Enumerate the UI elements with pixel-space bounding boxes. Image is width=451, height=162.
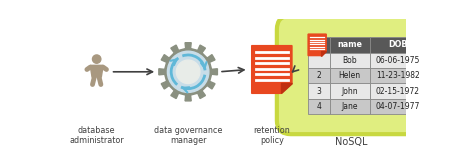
Bar xyxy=(330,52,370,68)
Text: 2: 2 xyxy=(316,71,321,80)
Polygon shape xyxy=(322,51,326,56)
Bar xyxy=(308,52,330,68)
Polygon shape xyxy=(90,65,103,77)
Text: database
administrator: database administrator xyxy=(69,126,124,145)
Bar xyxy=(330,37,370,52)
Text: Jane: Jane xyxy=(341,102,358,111)
Text: 02-15-1972: 02-15-1972 xyxy=(376,87,420,96)
Bar xyxy=(370,68,426,83)
Text: data governance
manager: data governance manager xyxy=(154,126,222,145)
Bar xyxy=(308,68,330,83)
Text: DOB: DOB xyxy=(388,40,408,49)
Text: 04-07-1977: 04-07-1977 xyxy=(376,102,420,111)
Text: retention
policy: retention policy xyxy=(253,126,290,145)
Polygon shape xyxy=(252,46,292,93)
Bar xyxy=(308,37,330,52)
Bar xyxy=(330,68,370,83)
Text: John: John xyxy=(341,87,358,96)
Text: 3: 3 xyxy=(316,87,321,96)
Bar xyxy=(308,83,330,99)
FancyBboxPatch shape xyxy=(277,16,425,134)
Polygon shape xyxy=(308,34,326,56)
Bar xyxy=(370,99,426,114)
Text: 11-23-1982: 11-23-1982 xyxy=(376,71,419,80)
Text: Helen: Helen xyxy=(339,71,361,80)
Text: Bob: Bob xyxy=(342,56,357,65)
Bar xyxy=(330,83,370,99)
Text: NoSQL: NoSQL xyxy=(335,137,367,147)
Text: 06-06-1975: 06-06-1975 xyxy=(376,56,420,65)
Bar xyxy=(370,83,426,99)
Polygon shape xyxy=(281,83,292,93)
Circle shape xyxy=(167,51,209,92)
Circle shape xyxy=(92,55,101,63)
Polygon shape xyxy=(159,43,217,101)
Text: 4: 4 xyxy=(316,102,321,111)
Bar xyxy=(370,37,426,52)
Circle shape xyxy=(176,60,200,83)
Bar xyxy=(330,99,370,114)
Bar xyxy=(308,99,330,114)
Bar xyxy=(370,52,426,68)
Text: name: name xyxy=(337,40,362,49)
